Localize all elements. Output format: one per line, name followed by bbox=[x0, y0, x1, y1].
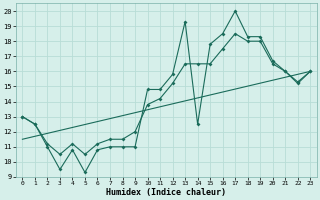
X-axis label: Humidex (Indice chaleur): Humidex (Indice chaleur) bbox=[106, 188, 226, 197]
